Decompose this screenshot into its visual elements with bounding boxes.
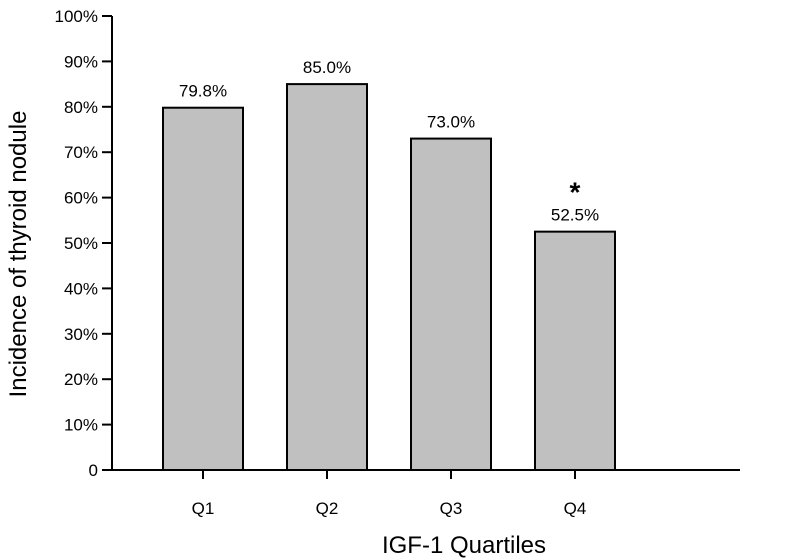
bars: 79.8% 85.0% 73.0% 52.5%* xyxy=(162,58,616,472)
x-axis: Q1 Q2 Q3 Q4 xyxy=(112,469,740,518)
y-tick-label: 50% xyxy=(64,234,98,253)
y-tick-label: 70% xyxy=(64,143,98,162)
x-tick-label-q3: Q3 xyxy=(440,499,463,518)
x-axis-title: IGF-1 Quartiles xyxy=(382,532,546,559)
y-tick-label: 30% xyxy=(64,325,98,344)
y-tick-label: 100% xyxy=(55,7,98,26)
y-tick-label: 90% xyxy=(64,52,98,71)
y-tick-label: 40% xyxy=(64,279,98,298)
data-label-q1: 79.8% xyxy=(179,82,227,101)
y-axis-title: Incidence of thyroid nodule xyxy=(5,111,32,398)
y-tick-label: 60% xyxy=(64,189,98,208)
y-tick-label: 10% xyxy=(64,416,98,435)
y-tick-label: 0 xyxy=(89,461,98,480)
data-label-q3: 73.0% xyxy=(427,113,475,132)
bar-q1 xyxy=(162,106,244,471)
x-tick-label-q1: Q1 xyxy=(192,499,215,518)
x-tick-label-q2: Q2 xyxy=(316,499,339,518)
y-tick-label: 20% xyxy=(64,370,98,389)
y-tick-label: 80% xyxy=(64,98,98,117)
bar-q2 xyxy=(286,83,368,471)
bar-q4 xyxy=(534,230,616,471)
significance-asterisk: * xyxy=(570,177,581,208)
bar-q3 xyxy=(410,137,492,472)
y-axis: 0 10% 20% 30% 40% 50% 60% 70% 80% 90% 100% xyxy=(55,7,113,480)
x-tick-label-q4: Q4 xyxy=(564,499,587,518)
data-label-q2: 85.0% xyxy=(303,58,351,77)
data-label-q4: 52.5% xyxy=(551,206,599,225)
